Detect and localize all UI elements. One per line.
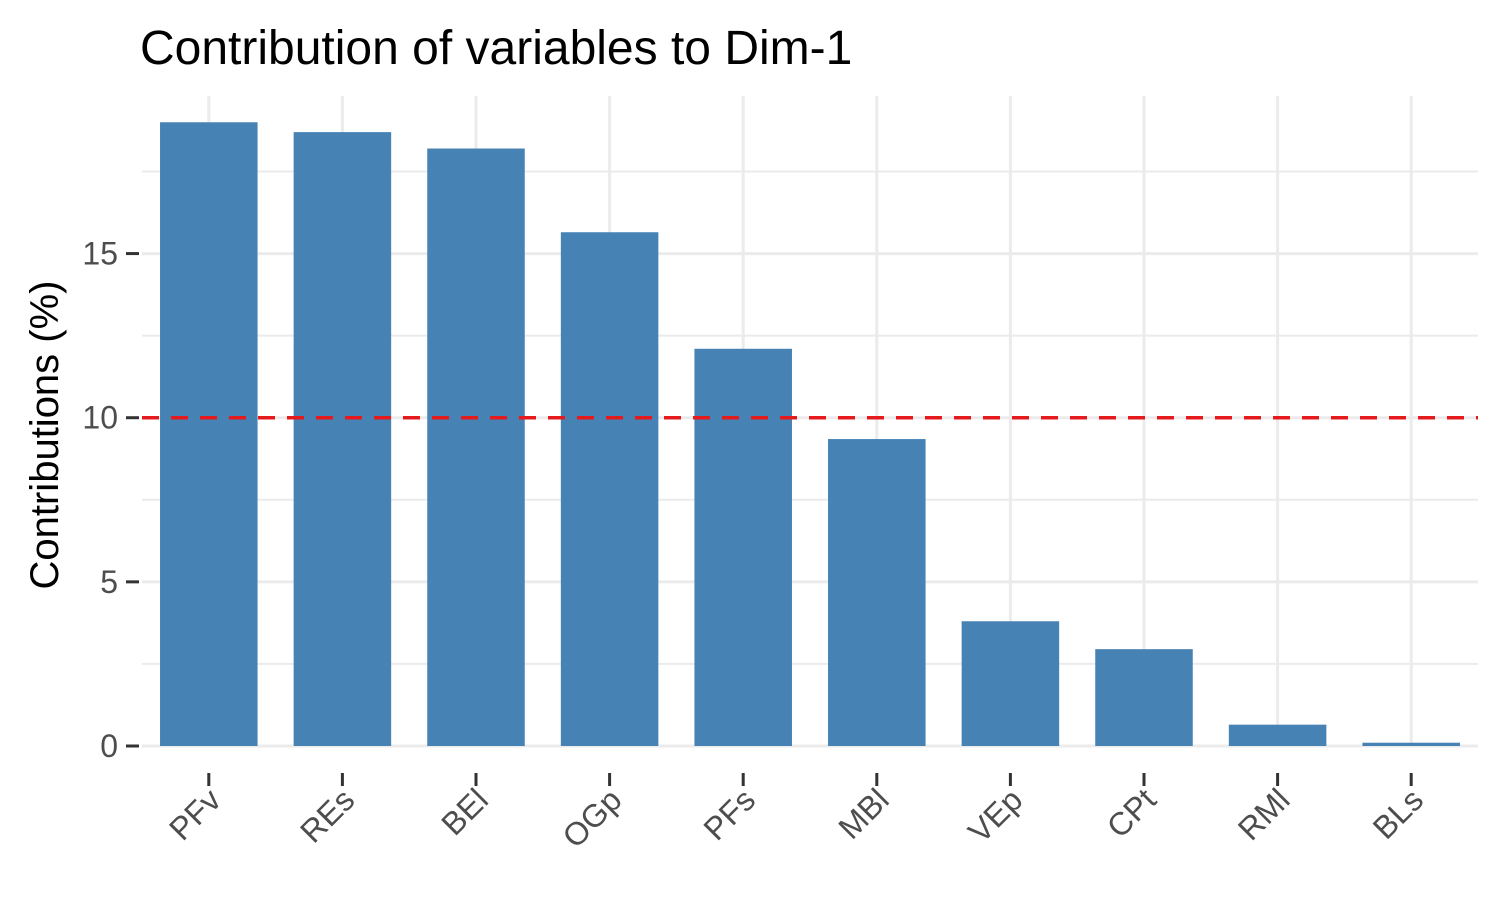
y-tick-label: 0 bbox=[100, 728, 118, 764]
bar-REs bbox=[293, 132, 392, 747]
bar-BLs bbox=[1362, 742, 1460, 746]
x-tick-label: REs bbox=[293, 781, 361, 849]
chart-title: Contribution of variables to Dim-1 bbox=[140, 22, 852, 75]
bar-CPt bbox=[1095, 649, 1193, 746]
x-tick-label: MBl bbox=[831, 781, 895, 845]
y-tick-label: 5 bbox=[100, 564, 118, 600]
bars bbox=[160, 122, 1460, 747]
x-tick-label: RMl bbox=[1231, 781, 1297, 847]
x-tick-label: PFs bbox=[696, 781, 762, 847]
y-tick-label: 15 bbox=[82, 236, 118, 272]
bar-PFv bbox=[160, 122, 258, 746]
bar-PFs bbox=[694, 348, 792, 746]
x-tick-label: CPt bbox=[1100, 781, 1163, 844]
x-tick-label: OGp bbox=[555, 781, 628, 854]
bar-OGp bbox=[560, 232, 659, 747]
bar-RMl bbox=[1228, 724, 1327, 746]
x-tick-label: BEl bbox=[434, 781, 495, 842]
bar-VEp bbox=[961, 621, 1060, 746]
y-axis-label: Contributions (%) bbox=[23, 280, 67, 589]
bar-MBl bbox=[828, 439, 926, 746]
bar-BEl bbox=[427, 148, 525, 746]
x-tick-label: PFv bbox=[162, 781, 228, 847]
x-tick-label: BLs bbox=[1366, 781, 1430, 845]
x-tick-label: VEp bbox=[961, 781, 1029, 849]
y-tick-label: 10 bbox=[82, 400, 118, 436]
